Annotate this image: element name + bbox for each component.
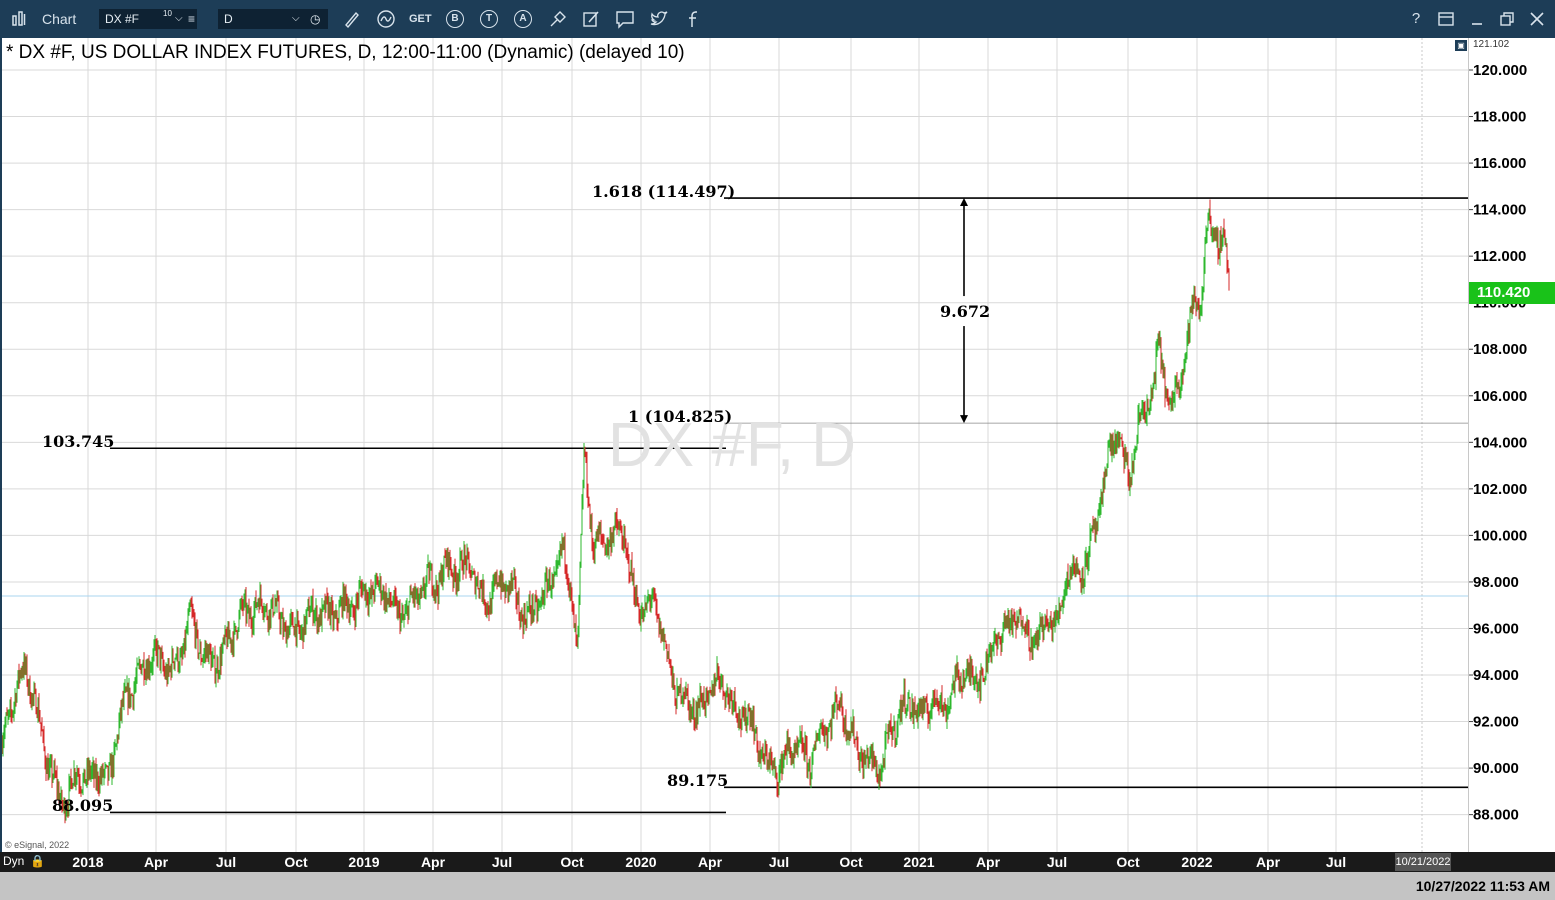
chart-icon[interactable] [10, 9, 30, 29]
price-label: 94.000 [1473, 667, 1519, 684]
last-price-badge: 110.420 [1469, 282, 1555, 304]
price-label: 106.000 [1473, 388, 1527, 405]
price-label: 88.000 [1473, 807, 1519, 824]
facebook-icon[interactable] [683, 9, 703, 29]
t-icon[interactable]: T [480, 10, 498, 28]
symbol-value: DX #F [105, 12, 140, 26]
price-label: 102.000 [1473, 481, 1527, 498]
chart-title: * DX #F, US DOLLAR INDEX FUTURES, D, 12:… [6, 42, 685, 63]
price-bars [2, 199, 1230, 824]
a-icon[interactable]: A [514, 10, 532, 28]
price-axis-top-value: 121.102 [1473, 39, 1510, 50]
horizontal-lines [2, 197, 1468, 814]
tools-icon[interactable] [548, 9, 568, 29]
time-label: 2021 [903, 854, 934, 870]
status-bar: 10/27/2022 11:53 AM [0, 872, 1555, 900]
time-label: 2022 [1181, 854, 1212, 870]
price-label: 116.000 [1473, 155, 1526, 172]
clock-icon[interactable]: ◷ [310, 12, 321, 26]
draw-pen-icon[interactable] [342, 9, 362, 29]
arrow-down [960, 415, 968, 424]
time-label: Apr [698, 854, 723, 870]
copyright: © eSignal, 2022 [5, 840, 70, 850]
measure-label: 9.672 [940, 302, 991, 321]
arrow-up [960, 198, 968, 207]
chevron-down-icon[interactable]: ⌵ [292, 13, 300, 24]
time-label: Jul [1047, 854, 1067, 870]
price-label: 120.000 [1473, 62, 1527, 79]
chevron-down-icon[interactable]: ⌵ [175, 13, 183, 24]
time-label: Jul [769, 854, 789, 870]
dyn-label[interactable]: Dyn [3, 854, 25, 868]
menu-lines-icon[interactable]: ≡ [188, 12, 196, 26]
indicator-icon[interactable] [376, 9, 396, 29]
save-icon[interactable] [1436, 9, 1456, 29]
time-label: Apr [976, 854, 1001, 870]
grid [2, 38, 1468, 852]
price-label: 108.000 [1473, 341, 1527, 358]
price-labels: 120.000118.000116.000114.000112.000110.0… [1469, 62, 1527, 824]
time-label: Oct [560, 854, 584, 870]
time-label: 2019 [348, 854, 379, 870]
time-label: Oct [839, 854, 863, 870]
price-chart[interactable] [0, 38, 1468, 852]
time-axis[interactable]: Dyn 🔒 2018 Apr Jul Oct 2019 Apr Jul Oct 2020 Apr J… [0, 852, 1555, 872]
interval-value: D [224, 12, 233, 26]
restore-icon[interactable] [1497, 9, 1517, 29]
symbol-superscript: 10 [163, 9, 172, 18]
price-label: 98.000 [1473, 574, 1519, 591]
price-label: 114.000 [1473, 202, 1526, 219]
time-label: Oct [1116, 854, 1140, 870]
price-axis[interactable]: 120.000118.000116.000114.000112.000110.0… [1455, 38, 1555, 852]
edit-icon[interactable] [581, 9, 601, 29]
price-label: 96.000 [1473, 620, 1519, 637]
time-label: Apr [421, 854, 446, 870]
fib-1618-label: 1.618 (114.497) [592, 182, 736, 201]
price-label: 100.000 [1473, 527, 1527, 544]
toolbar: Chart DX #F 10 ⌵ ≡ D ⌵ ◷ GET B T A ? [0, 0, 1555, 38]
axis-scale-icon[interactable]: ▣ [1455, 40, 1467, 51]
time-label: Apr [1256, 854, 1281, 870]
get-icon[interactable]: GET [409, 13, 432, 25]
close-icon[interactable] [1527, 9, 1547, 29]
measure-arrow [960, 198, 968, 424]
last-price-value: 110.420 [1477, 284, 1531, 301]
price-label: 118.000 [1473, 109, 1526, 126]
lock-icon[interactable]: 🔒 [30, 854, 45, 868]
help-icon[interactable]: ? [1411, 10, 1421, 27]
comment-icon[interactable] [615, 9, 635, 29]
watermark: DX #F, D [608, 411, 857, 480]
fib-1-label: 1 (104.825) [628, 407, 733, 426]
price-label: 104.000 [1473, 434, 1527, 451]
time-label: 2020 [625, 854, 656, 870]
interval-select[interactable]: D ⌵ ◷ [218, 9, 328, 29]
chart-label[interactable]: Chart [42, 11, 77, 27]
chart-area[interactable]: * DX #F, US DOLLAR INDEX FUTURES, D, 12:… [0, 38, 1468, 852]
time-label: Jul [216, 854, 236, 870]
price-label: 90.000 [1473, 760, 1519, 777]
time-labels: 2018 Apr Jul Oct 2019 Apr Jul Oct 2020 Apr Jul Oct 2… [72, 854, 1346, 870]
twitter-icon[interactable] [649, 9, 669, 29]
minimize-icon[interactable] [1467, 9, 1487, 29]
time-label: Apr [144, 854, 169, 870]
time-label: Jul [492, 854, 512, 870]
level-88095-label: 88.095 [52, 796, 114, 815]
cursor-date: 10/21/2022 [1395, 853, 1451, 871]
price-label: 112.000 [1473, 248, 1526, 265]
cursor-date-text: 10/21/2022 [1395, 856, 1451, 868]
b-icon[interactable]: B [446, 10, 464, 28]
time-label: Oct [284, 854, 308, 870]
price-label: 92.000 [1473, 714, 1519, 731]
time-label: 2018 [72, 854, 103, 870]
level-103745-label: 103.745 [42, 432, 115, 451]
level-89175-label: 89.175 [667, 771, 729, 790]
symbol-input[interactable]: DX #F 10 ⌵ ≡ [99, 9, 197, 29]
status-timestamp: 10/27/2022 11:53 AM [1415, 878, 1550, 894]
time-label: Jul [1326, 854, 1346, 870]
